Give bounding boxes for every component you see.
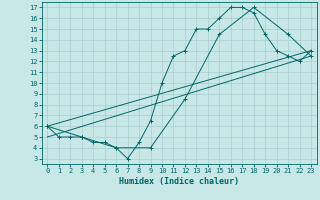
X-axis label: Humidex (Indice chaleur): Humidex (Indice chaleur) (119, 177, 239, 186)
